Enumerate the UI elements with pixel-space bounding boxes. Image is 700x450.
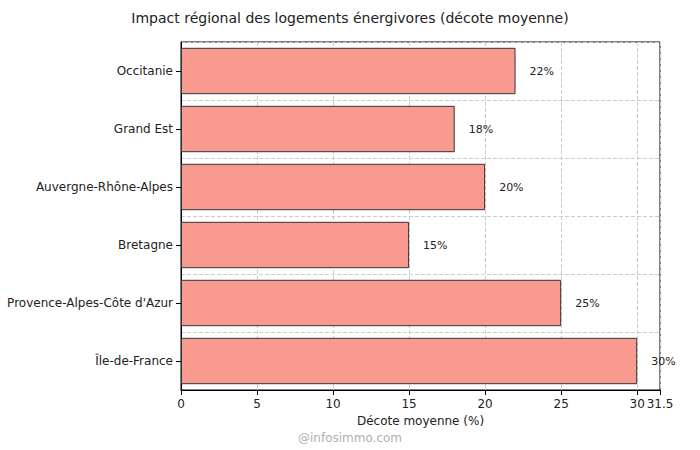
- svg-text:Impact régional des logements: Impact régional des logements énergivore…: [131, 10, 568, 26]
- svg-text:Provence-Alpes-Côte d'Azur: Provence-Alpes-Côte d'Azur: [7, 296, 173, 310]
- svg-text:5: 5: [253, 397, 261, 411]
- svg-text:25: 25: [554, 397, 569, 411]
- svg-text:0: 0: [177, 397, 185, 411]
- svg-text:@infosimmo.com: @infosimmo.com: [298, 431, 402, 445]
- svg-text:Occitanie: Occitanie: [117, 64, 173, 78]
- svg-text:22%: 22%: [530, 65, 554, 78]
- svg-text:30%: 30%: [651, 355, 675, 368]
- svg-text:Auvergne-Rhône-Alpes: Auvergne-Rhône-Alpes: [36, 180, 173, 194]
- svg-text:15: 15: [401, 397, 416, 411]
- svg-text:Grand Est: Grand Est: [114, 122, 173, 136]
- svg-text:30: 30: [630, 397, 645, 411]
- svg-text:20%: 20%: [499, 181, 523, 194]
- svg-text:18%: 18%: [469, 123, 493, 136]
- svg-text:20: 20: [477, 397, 492, 411]
- svg-text:Décote moyenne (%): Décote moyenne (%): [357, 414, 484, 428]
- svg-text:Île-de-France: Île-de-France: [94, 353, 173, 368]
- svg-text:10: 10: [325, 397, 340, 411]
- svg-text:31.5: 31.5: [647, 397, 674, 411]
- svg-text:15%: 15%: [423, 239, 447, 252]
- svg-text:25%: 25%: [575, 297, 599, 310]
- svg-text:Bretagne: Bretagne: [118, 238, 173, 252]
